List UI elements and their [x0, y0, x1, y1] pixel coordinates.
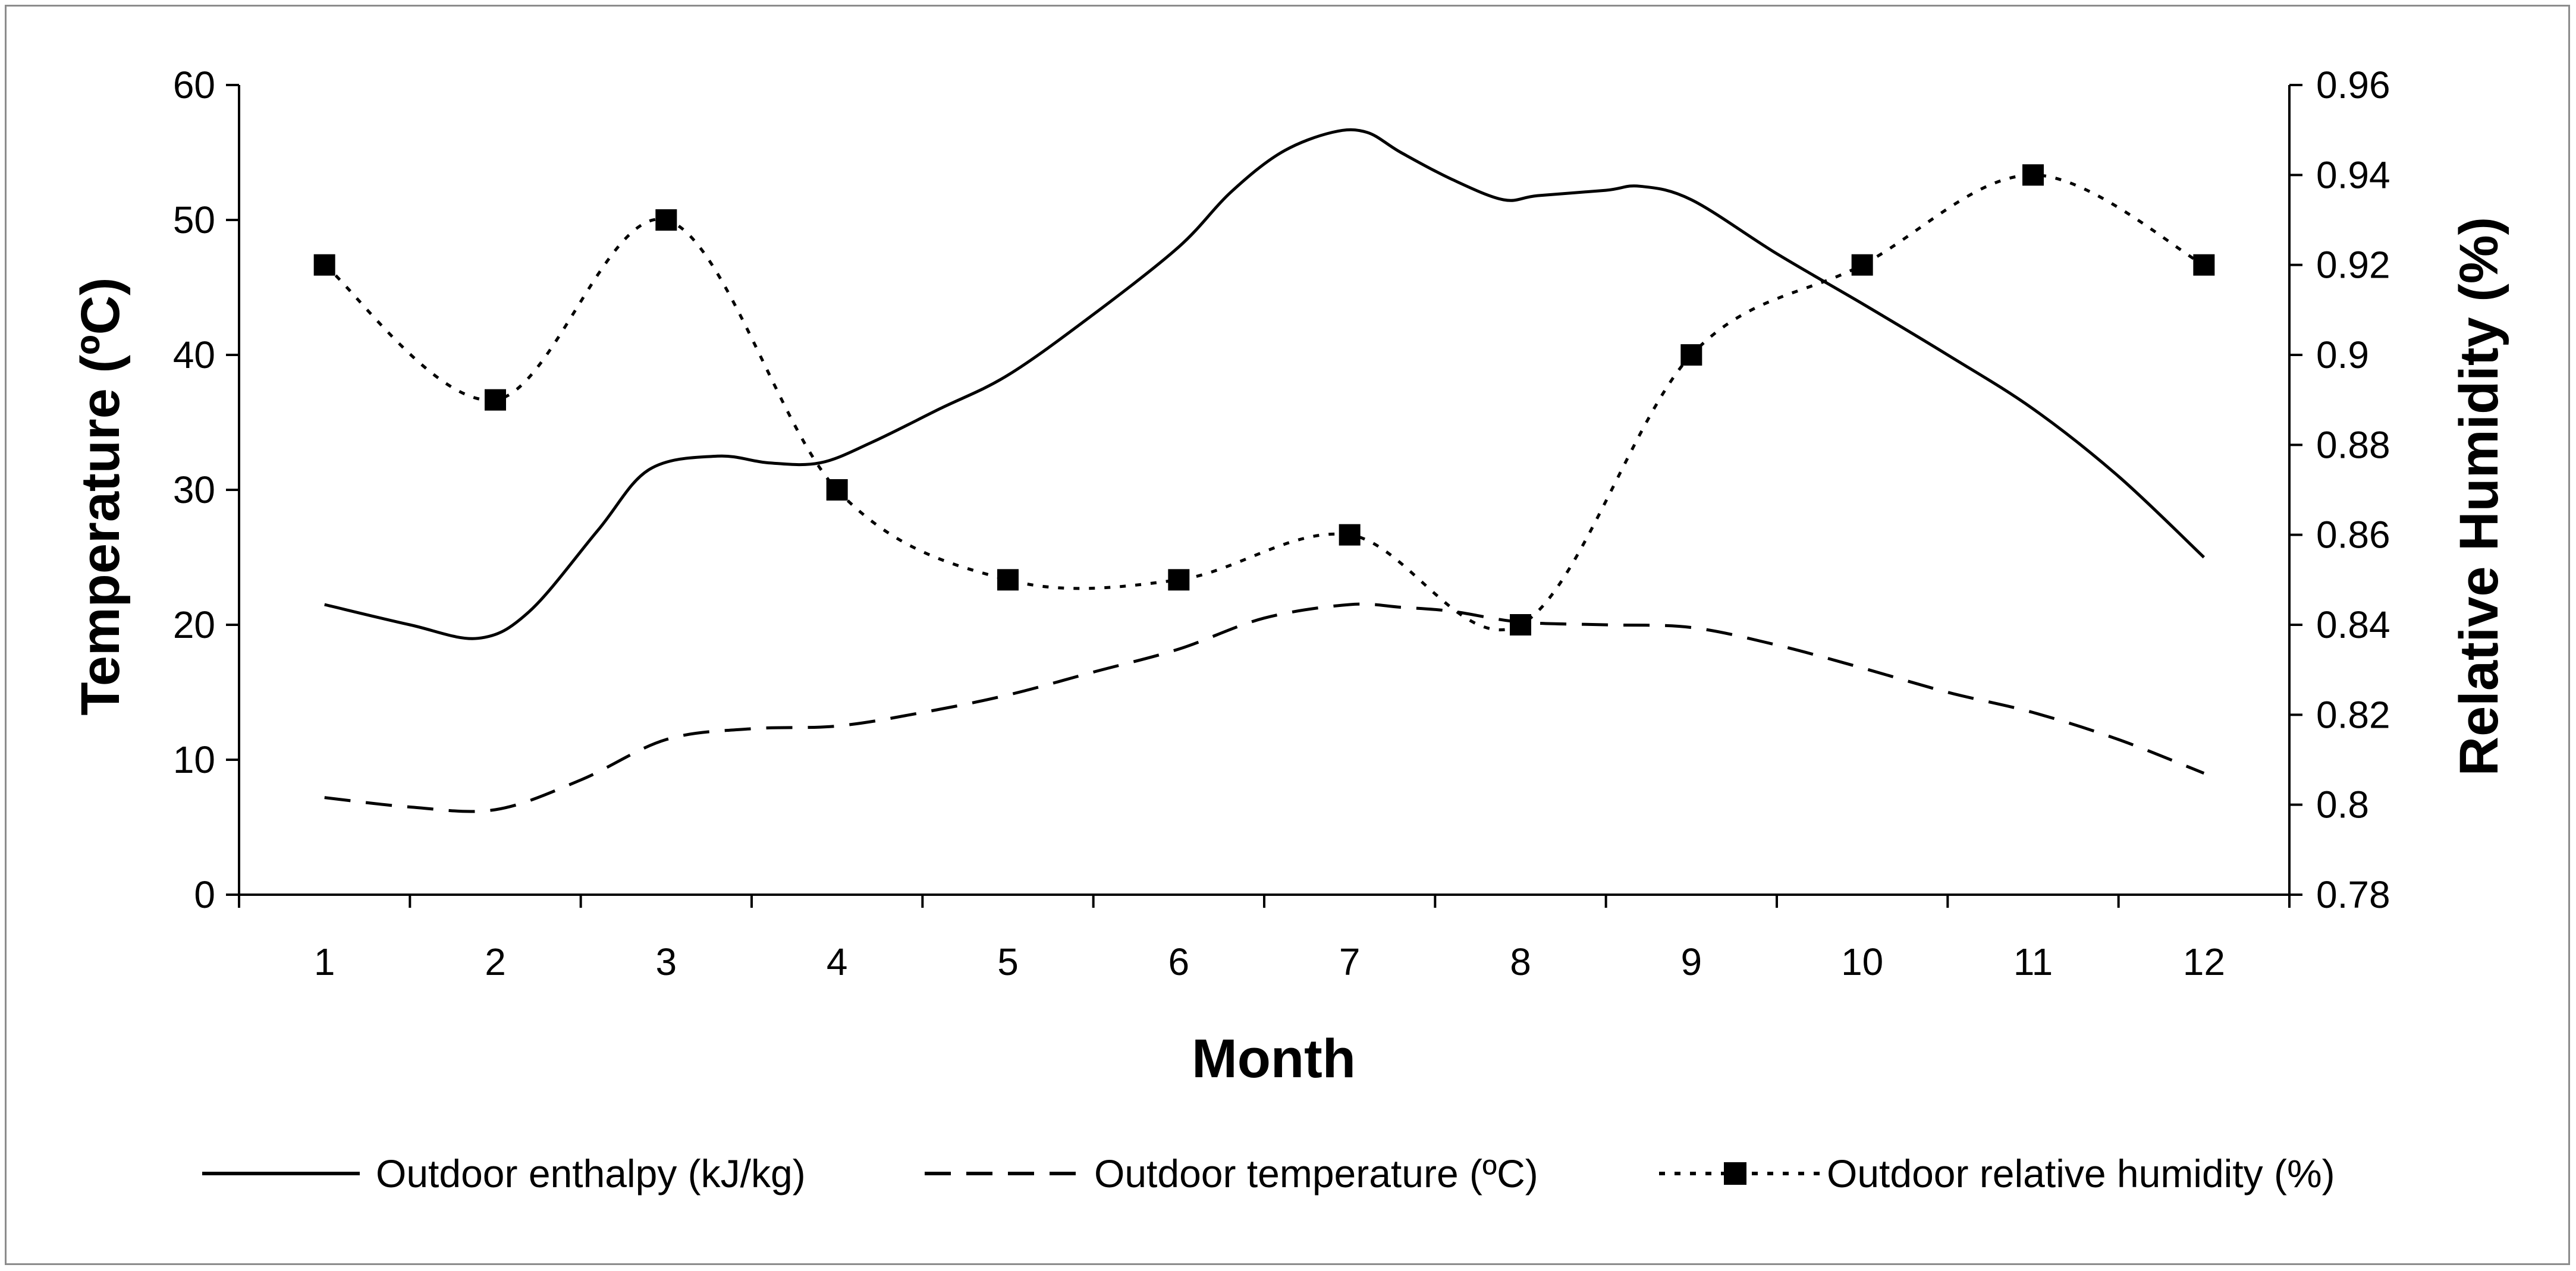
series-line-enthalpy [324, 128, 2206, 640]
series-line-humidity [323, 173, 2205, 631]
x-tick-label: 5 [997, 940, 1019, 983]
y-tick-label: 10 [173, 738, 215, 781]
legend-label-humidity: Outdoor relative humidity (%) [1827, 1152, 2335, 1196]
x-tick-label: 6 [1168, 940, 1190, 983]
x-tick-label: 3 [656, 940, 677, 983]
y2-tick-label: 0.84 [2316, 603, 2390, 646]
humidity-marker [826, 479, 848, 501]
y2-tick-label: 0.9 [2316, 334, 2369, 376]
humidity-marker [1339, 524, 1361, 546]
x-tick-label: 10 [1841, 940, 1883, 983]
humidity-marker [1510, 614, 1531, 636]
y2-tick-label: 0.78 [2316, 873, 2390, 916]
x-tick-label: 2 [485, 940, 506, 983]
y2-tick-label: 0.92 [2316, 244, 2390, 287]
y2-tick-label: 0.8 [2316, 784, 2369, 826]
humidity-marker [2022, 164, 2044, 186]
x-tick-label: 11 [2013, 940, 2053, 983]
y-tick-label: 40 [173, 334, 215, 376]
x-tick-label: 1 [314, 940, 335, 983]
y-axis-title: Temperature (ºC) [70, 277, 131, 715]
y-tick-label: 60 [173, 64, 215, 106]
x-tick-label: 9 [1681, 940, 1702, 983]
y2-tick-label: 0.86 [2316, 514, 2390, 556]
x-tick-label: 12 [2183, 940, 2225, 983]
chart-frame [5, 5, 2570, 1265]
legend-marker-humidity [1724, 1162, 1746, 1185]
y-tick-label: 0 [194, 873, 215, 916]
x-tick-label: 7 [1339, 940, 1361, 983]
y2-tick-label: 0.94 [2316, 153, 2390, 196]
y2-tick-label: 0.96 [2316, 64, 2390, 106]
y-tick-label: 50 [173, 199, 215, 241]
humidity-marker [313, 254, 335, 276]
humidity-marker [485, 389, 506, 411]
legend: Outdoor enthalpy (kJ/kg) Outdoor tempera… [202, 1152, 2335, 1196]
humidity-marker [1851, 254, 1873, 276]
humidity-marker [1168, 569, 1190, 591]
x-tick-label: 4 [827, 940, 848, 983]
y-tick-label: 20 [173, 603, 215, 646]
y2-tick-label: 0.82 [2316, 693, 2390, 736]
humidity-marker [997, 569, 1019, 591]
series-line-temperature [324, 602, 2205, 813]
x-tick-label: 8 [1510, 940, 1531, 983]
x-axis-title: Month [1192, 1028, 1356, 1089]
y2-axis-title: Relative Humidity (%) [2449, 217, 2509, 776]
legend-label-temperature: Outdoor temperature (ºC) [1094, 1152, 1538, 1196]
plot-layer: 0 10 20 30 40 50 60 0.78 0.8 0.82 0.84 0.86 0.88 0.9 0… [173, 64, 2390, 983]
humidity-marker [1680, 344, 1702, 366]
legend-label-enthalpy: Outdoor enthalpy (kJ/kg) [376, 1152, 806, 1196]
y2-tick-label: 0.88 [2316, 423, 2390, 466]
humidity-marker [655, 209, 677, 231]
humidity-marker [2193, 254, 2215, 276]
y-tick-label: 30 [173, 468, 215, 511]
